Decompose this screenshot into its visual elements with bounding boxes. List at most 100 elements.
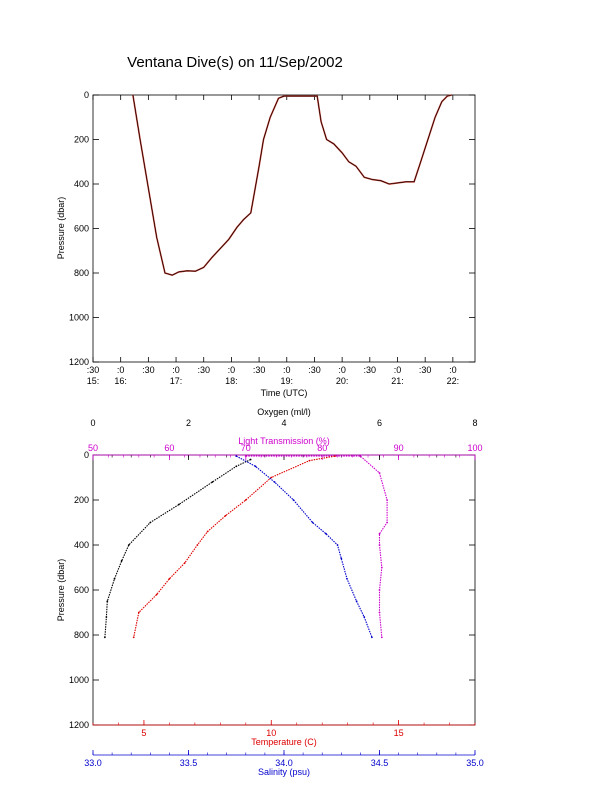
y-tick-label: 400 (74, 179, 89, 189)
oxygen-point (120, 559, 123, 562)
y-tick-label: 1200 (69, 720, 89, 730)
x-tick-minute-label: :30 (419, 365, 432, 375)
axis-tick-label: 15 (394, 728, 404, 738)
axis-tick-label: 33.0 (84, 758, 102, 768)
y-tick-label: 0 (84, 450, 89, 460)
axis-tick-label: 60 (164, 443, 174, 453)
figure-title: Ventana Dive(s) on 11/Sep/2002 (127, 54, 343, 71)
axis-tick-label: 50 (88, 443, 98, 453)
x-tick-minute-label: :30 (197, 365, 210, 375)
x-tick-minute-label: :30 (364, 365, 377, 375)
transmission-profile (245, 455, 388, 638)
oxygen-point (106, 600, 109, 603)
y-tick-label: 200 (74, 495, 89, 505)
y-tick-label: 400 (74, 540, 89, 550)
axis-tick-label: 35.0 (466, 758, 484, 768)
profile-series (104, 455, 388, 639)
y-tick-label: 800 (74, 268, 89, 278)
temperature-point (270, 476, 273, 479)
transmission-point (378, 589, 381, 591)
time-pressure-y-axis: 0 200 400 600 800 1000 1200 (69, 90, 475, 367)
x-tick-minute-label: :0 (117, 365, 125, 375)
axis-tick-label: 10 (266, 728, 276, 738)
oxygen-profile (104, 459, 251, 638)
temperature-point (224, 514, 227, 517)
time-pressure-plot-frame (92, 94, 476, 363)
temperature-point (206, 530, 209, 533)
x-tick-hour-label: 22: (447, 376, 460, 386)
temperature-point (137, 611, 140, 614)
salinity-point (292, 499, 295, 501)
x-tick-hour-label: 17: (170, 376, 183, 386)
axis-tick-label: 5 (141, 728, 146, 738)
oxygen-point (105, 616, 108, 618)
y-tick-label: 600 (74, 224, 89, 234)
y-tick-label: 600 (74, 585, 89, 595)
axis-tick-label: 33.5 (180, 758, 198, 768)
transmission-point (378, 611, 381, 614)
oxygen-point (149, 521, 152, 524)
axis-tick-label: 2 (186, 418, 191, 428)
salinity-point (363, 616, 366, 618)
dive-pressure-trace (132, 94, 452, 277)
salinity-point (273, 481, 276, 483)
profile-y-axis: 0 200 400 600 800 1000 1200 (69, 450, 475, 730)
axis-tick-label: 80 (317, 443, 327, 453)
axis-tick-label: 6 (377, 418, 382, 428)
transmission-point (380, 566, 383, 569)
x-tick-minute-label: :0 (283, 365, 291, 375)
dive-pressure-trace-core (132, 94, 452, 276)
y-tick-label: 800 (74, 630, 89, 640)
oxygen-point (104, 636, 106, 639)
oxygen-point (113, 577, 116, 580)
salinity-point (340, 557, 343, 560)
transmission-point (380, 636, 383, 639)
x-tick-minute-label: :30 (142, 365, 155, 375)
salinity-axis: 33.0 33.5 34.0 34.5 35.0 (84, 750, 484, 768)
oxygen-point (235, 465, 238, 468)
axis-tick-label: 34.5 (371, 758, 389, 768)
salinity-point (371, 636, 373, 639)
transmission-point (359, 455, 362, 457)
temperature-point (244, 499, 247, 501)
oxygen-point (249, 458, 252, 461)
transmission-axis: 50 60 70 80 90 100 (88, 443, 483, 460)
x-tick-minute-label: :0 (449, 365, 457, 375)
x-tick-minute-label: :0 (338, 365, 346, 375)
temperature-point (183, 562, 186, 564)
temperature-profile (133, 455, 335, 638)
profile-y-label: Pressure (dbar) (56, 559, 66, 622)
salinity-profile (236, 455, 373, 638)
x-tick-hour-label: 15: (87, 376, 100, 386)
salinity-point (325, 532, 327, 535)
axis-tick-label: 70 (241, 443, 251, 453)
axis-tick-label: 100 (467, 443, 482, 453)
x-tick-hour-label: 21: (391, 376, 404, 386)
salinity-point (346, 577, 348, 580)
oxygen-axis-label: Oxygen (ml/l) (257, 407, 311, 417)
axis-tick-label: 0 (90, 418, 95, 428)
salinity-point (311, 521, 314, 524)
temperature-axis: 5 10 15 (92, 720, 476, 738)
y-tick-label: 0 (84, 90, 89, 100)
x-tick-minute-label: :30 (87, 365, 100, 375)
transmission-point (378, 472, 381, 474)
axis-tick-label: 90 (394, 443, 404, 453)
x-tick-minute-label: :0 (394, 365, 402, 375)
temperature-point (334, 455, 336, 457)
transmission-point (386, 521, 388, 524)
salinity-axis-label: Salinity (psu) (258, 767, 310, 777)
transmission-point (386, 499, 388, 501)
time-pressure-y-label: Pressure (dbar) (56, 197, 66, 260)
time-pressure-x-axis: :3015::016::30:017::30:018::30:019::30:0… (87, 95, 459, 386)
oxygen-point (178, 503, 180, 506)
temperature-point (155, 593, 158, 596)
transmission-point (244, 455, 247, 457)
oxygen-point (127, 544, 130, 546)
temperature-point (196, 544, 199, 546)
x-tick-hour-label: 19: (281, 376, 294, 386)
oxygen-point (211, 481, 214, 483)
profile-chart: 0 200 400 600 800 1000 1200 0 2 4 6 8 50 60 70 80 90 10… (56, 407, 484, 777)
